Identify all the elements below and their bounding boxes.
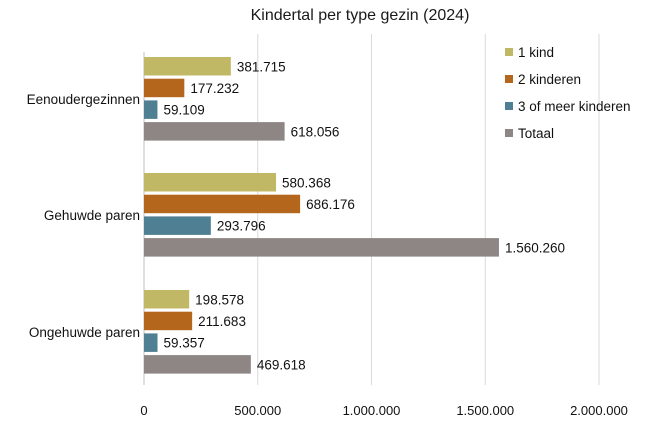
x-tick-label: 500.000: [234, 403, 281, 418]
data-label: 686.176: [306, 197, 355, 212]
x-tick-label: 1.000.000: [343, 403, 401, 418]
data-label: 618.056: [291, 124, 340, 139]
x-tick-label: 0: [140, 403, 147, 418]
data-label: 381.715: [237, 59, 286, 74]
data-label: 177.232: [190, 81, 239, 96]
bar-3-of-meer-kinderen: [144, 100, 158, 119]
bar-1-kind: [144, 57, 231, 76]
legend-swatch: [505, 102, 513, 110]
bars: 381.715 177.232 59.109 618.056 580.368 686.17…: [144, 57, 565, 374]
category-label: Ongehuwde paren: [29, 325, 140, 340]
bar-totaal: [144, 355, 251, 374]
data-label: 469.618: [257, 357, 306, 372]
data-label: 59.357: [164, 336, 205, 351]
chart-title: Kindertal per type gezin (2024): [251, 7, 470, 24]
legend: 1 kind 2 kinderen 3 of meer kinderen Totaal: [505, 45, 631, 141]
x-tick-label: 1.500.000: [456, 403, 514, 418]
category-labels: Eenoudergezinnen Gehuwde paren Ongehuwde p…: [27, 92, 140, 340]
x-tick-label: 2.000.000: [570, 403, 628, 418]
data-label: 59.109: [163, 103, 204, 118]
legend-swatch: [505, 75, 513, 83]
legend-swatch: [505, 129, 513, 137]
bar-totaal: [144, 238, 499, 257]
bar-2-kinderen: [144, 311, 193, 331]
data-label: 580.368: [282, 175, 331, 190]
data-label: 211.683: [198, 314, 246, 329]
bar-3-of-meer-kinderen: [144, 216, 211, 235]
legend-swatch: [505, 48, 513, 56]
category-label: Gehuwde paren: [44, 208, 140, 223]
data-label: 1.560.260: [505, 240, 565, 255]
bar-3-of-meer-kinderen: [144, 333, 158, 352]
x-axis-tick-labels: 0 500.000 1.000.000 1.500.000 2.000.000: [140, 403, 628, 418]
bar-1-kind: [144, 173, 277, 192]
legend-label: 2 kinderen: [518, 72, 581, 87]
data-label: 198.578: [195, 292, 244, 307]
legend-label: Totaal: [518, 126, 554, 141]
legend-label: 3 of meer kinderen: [518, 99, 631, 114]
category-label: Eenoudergezinnen: [27, 92, 140, 107]
legend-label: 1 kind: [518, 45, 554, 60]
bar-totaal: [144, 122, 285, 141]
bar-2-kinderen: [144, 194, 301, 214]
bar-2-kinderen: [144, 78, 185, 98]
bar-1-kind: [144, 290, 190, 309]
data-label: 293.796: [217, 219, 266, 234]
